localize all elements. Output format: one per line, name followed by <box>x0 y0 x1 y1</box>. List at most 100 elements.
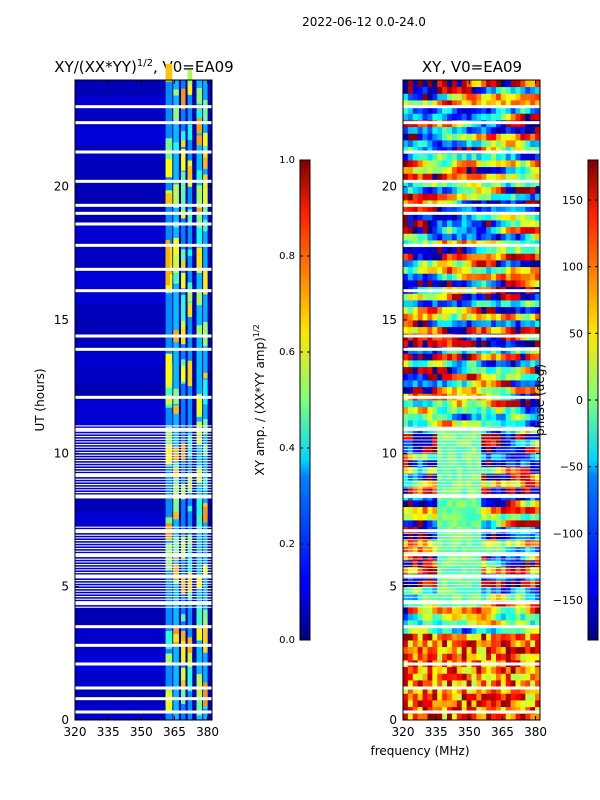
phase-heat-cell <box>422 540 428 548</box>
phase-heat-cell <box>481 126 487 134</box>
phase-heat-cell <box>471 673 477 681</box>
phase-heat-cell <box>432 313 438 321</box>
phase-heat-cell <box>403 560 409 568</box>
phase-heat-cell <box>447 653 453 661</box>
phase-heat-cell <box>461 266 468 274</box>
phase-heat-cell <box>442 700 448 708</box>
phase-heat-cell <box>442 180 448 188</box>
phase-heat-cell <box>530 453 536 461</box>
phase-heat-cell <box>432 486 438 494</box>
phase-heat-cell <box>422 620 428 628</box>
amp-heat-cell <box>196 135 203 146</box>
phase-heat-cell <box>471 373 477 381</box>
phase-heat-cell <box>422 580 428 588</box>
phase-heat-cell <box>525 620 531 628</box>
phase-heat-cell <box>481 113 487 121</box>
phase-heat-cell <box>432 206 438 214</box>
phase-heat-cell <box>535 580 541 588</box>
phase-heat-cell <box>422 260 428 268</box>
phase-heat-cell <box>427 166 433 174</box>
phase-heat-cell <box>427 186 433 194</box>
phase-heat-cell <box>510 400 516 408</box>
phase-heat-cell <box>481 673 487 681</box>
phase-heat-cell <box>461 353 468 361</box>
phase-heat-cell <box>535 133 541 141</box>
phase-heat-cell <box>505 113 512 121</box>
phase-heat-cell <box>500 146 507 154</box>
phase-heat-cell <box>461 186 468 194</box>
phase-heat-cell <box>466 673 472 681</box>
phase-heat-cell <box>535 186 541 194</box>
phase-heat-cell <box>476 273 482 281</box>
phase-heat-cell <box>500 713 507 721</box>
phase-heat-cell <box>471 680 477 688</box>
phase-heat-cell <box>447 366 453 374</box>
phase-heat-cell <box>535 513 541 521</box>
phase-heat-cell <box>476 186 482 194</box>
phase-heat-cell <box>442 193 448 201</box>
phase-heat-cell <box>535 253 541 261</box>
phase-heat-cell <box>520 220 526 228</box>
phase-heat-cell <box>515 413 521 421</box>
phase-heat-cell <box>525 446 531 454</box>
phase-heat-cell <box>403 580 409 588</box>
phase-heat-cell <box>442 200 448 208</box>
phase-heat-cell <box>456 626 463 634</box>
phase-heat-cell <box>471 520 477 528</box>
phase-heat-cell <box>466 473 472 481</box>
phase-heat-cell <box>437 513 443 521</box>
phase-heat-cell <box>466 93 472 101</box>
phase-heat-cell <box>530 546 536 554</box>
phase-heat-cell <box>515 153 521 161</box>
phase-heat-cell <box>510 173 516 181</box>
phase-heat-cell <box>510 646 516 654</box>
phase-heat-cell <box>535 200 541 208</box>
phase-heat-cell <box>437 193 443 201</box>
phase-heat-cell <box>417 646 423 654</box>
phase-heat-cell <box>505 473 512 481</box>
phase-heat-cell <box>407 486 414 494</box>
phase-heat-cell <box>417 460 423 468</box>
phase-heat-cell <box>466 240 472 248</box>
amp-flag-line <box>75 526 212 528</box>
phase-heat-cell <box>525 173 531 181</box>
phase-heat-cell <box>486 320 492 328</box>
phase-heat-cell <box>520 106 526 114</box>
phase-heat-cell <box>447 173 453 181</box>
phase-heat-cell <box>442 466 448 474</box>
phase-heat-cell <box>466 260 472 268</box>
phase-heat-cell <box>407 253 414 261</box>
phase-heat-cell <box>500 566 507 574</box>
phase-heat-cell <box>461 146 468 154</box>
phase-heat-cell <box>530 633 536 641</box>
phase-heat-cell <box>466 686 472 694</box>
phase-heat-cell <box>461 280 468 288</box>
phase-flag-band <box>403 105 540 109</box>
phase-heat-cell <box>427 500 433 508</box>
phase-heat-cell <box>505 513 512 521</box>
phase-heat-cell <box>520 193 526 201</box>
phase-heat-cell <box>515 300 521 308</box>
phase-heat-cell <box>451 466 458 474</box>
phase-heat-cell <box>520 580 526 588</box>
phase-heat-cell <box>412 246 419 254</box>
phase-heat-cell <box>407 206 414 214</box>
phase-heat-cell <box>451 213 458 221</box>
phase-heat-cell <box>520 240 526 248</box>
phase-heat-cell <box>412 80 419 88</box>
phase-heat-cell <box>432 380 438 388</box>
phase-heat-cell <box>530 446 536 454</box>
phase-heat-cell <box>422 180 428 188</box>
phase-heat-cell <box>510 680 516 688</box>
phase-heat-cell <box>530 640 536 648</box>
phase-heat-cell <box>432 166 438 174</box>
phase-heat-cell <box>500 673 507 681</box>
phase-heat-cell <box>515 293 521 301</box>
phase-heat-cell <box>505 306 512 314</box>
phase-heat-cell <box>505 480 512 488</box>
phase-heat-cell <box>466 193 472 201</box>
phase-heat-cell <box>407 546 414 554</box>
phase-heat-cell <box>476 446 482 454</box>
phase-heat-cell <box>427 113 433 121</box>
amp-flag-line <box>75 430 212 432</box>
